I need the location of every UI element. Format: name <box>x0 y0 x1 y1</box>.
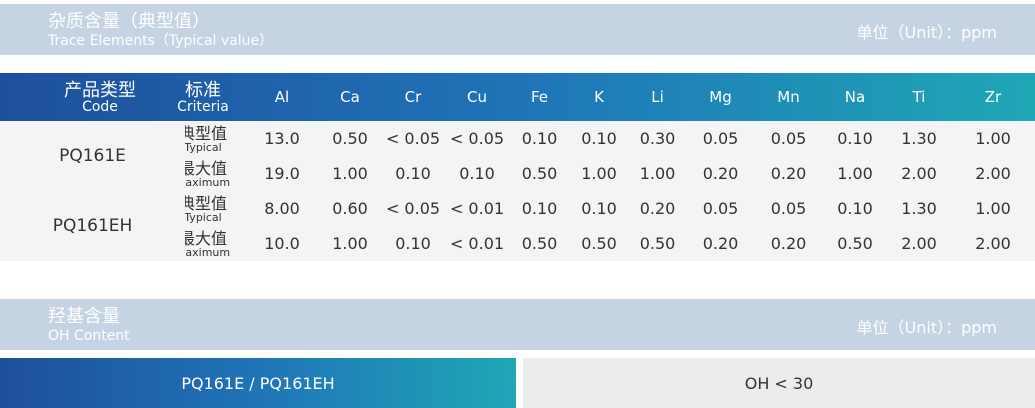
hydroxyl-value: OH < 30 <box>523 358 1035 408</box>
element-header: Cu <box>467 88 487 106</box>
criteria-cell: 最大值 Maximum <box>161 156 245 191</box>
unit: 单位（Unit）：ppm <box>856 318 997 337</box>
value-cell: 0.50 <box>521 164 558 183</box>
criteria-zh: 典型值 <box>178 123 227 143</box>
value-cell: 0.10 <box>459 164 495 183</box>
value-cell: 10.0 <box>264 234 300 253</box>
value-cell: 0.10 <box>581 129 617 148</box>
value-cell: 0.60 <box>332 199 368 218</box>
value-cell: 0.50 <box>837 234 873 253</box>
value-cell: 0.10 <box>395 234 431 253</box>
hydroxyl-product: PQ161E / PQ161EH <box>0 358 516 408</box>
value-cell: 0.10 <box>521 199 558 218</box>
value-cell: 0.05 <box>702 199 739 218</box>
criteria-zh: 最大值 <box>178 158 227 178</box>
element-header: Al <box>274 88 290 106</box>
element-header: Zr <box>984 88 1002 106</box>
header-zh: 标准 <box>185 79 221 101</box>
value-cell: < 0.05 <box>385 199 441 218</box>
subtitle: Trace Elements（Typical value） <box>48 33 274 49</box>
value-cell: 0.50 <box>639 234 676 253</box>
value-cell: 1.00 <box>332 164 368 183</box>
unit: 单位（Unit）：ppm <box>856 23 997 42</box>
header-en: Criteria <box>177 98 229 115</box>
value-cell: 0.10 <box>837 129 873 148</box>
criteria-header: 标准 Criteria <box>161 73 245 121</box>
table-header: 产品类型 Code 标准 Criteria Al Ca Cr Cu Fe K Li Mg Mn Na Ti Z… <box>0 73 1035 121</box>
value-cell: 1.30 <box>901 199 937 218</box>
criteria-en: Maximum <box>175 175 231 189</box>
value-cell: 13.0 <box>264 129 300 148</box>
value-cell: 0.10 <box>837 199 873 218</box>
value-cell: 8.00 <box>264 199 300 218</box>
value-cell: 0.10 <box>395 164 431 183</box>
element-header: Fe <box>530 88 549 106</box>
value-cell: < 0.05 <box>385 129 441 148</box>
criteria-cell: 典型值 Typical <box>161 191 245 226</box>
value-cell: 1.00 <box>837 164 873 183</box>
element-header: Cr <box>404 88 422 106</box>
element-header: K <box>594 88 604 106</box>
value-cell: 2.00 <box>901 164 937 183</box>
value-cell: 0.10 <box>581 199 617 218</box>
value-cell: 2.00 <box>901 234 937 253</box>
impurity-bar: 杂质含量（典型值） Trace Elements（Typical value） … <box>0 4 1035 55</box>
value-cell: 0.05 <box>702 129 739 148</box>
criteria-zh: 典型值 <box>178 193 227 213</box>
value-cell: < 0.05 <box>449 129 505 148</box>
value-cell: 0.50 <box>581 234 617 253</box>
criteria-en: Typical <box>184 140 222 154</box>
product-header: 产品类型 Code <box>30 73 170 121</box>
criteria-cell: 典型值 Typical <box>161 121 245 156</box>
header-en: Code <box>82 98 118 115</box>
value-cell: 2.00 <box>975 164 1011 183</box>
value-cell: 0.50 <box>332 129 368 148</box>
element-header: Ti <box>912 88 926 106</box>
value-cell: 0.20 <box>770 234 807 253</box>
value-cell: 0.20 <box>702 234 739 253</box>
value-cell: 1.00 <box>975 129 1011 148</box>
value-cell: < 0.01 <box>449 199 505 218</box>
value-cell: 0.05 <box>770 199 807 218</box>
title: 杂质含量（典型值） <box>48 11 210 32</box>
value-cell: < 0.01 <box>449 234 505 253</box>
value-cell: 0.10 <box>521 129 558 148</box>
element-header: Mg <box>709 88 732 106</box>
criteria-zh: 最大值 <box>178 228 227 248</box>
value-cell: 1.00 <box>975 199 1011 218</box>
title: 羟基含量 <box>48 306 120 327</box>
element-header: Na <box>844 88 866 106</box>
element-header: Mn <box>777 88 800 106</box>
value-cell: 0.20 <box>770 164 807 183</box>
header-zh: 产品类型 <box>64 79 136 101</box>
value-cell: 19.0 <box>264 164 300 183</box>
subtitle: OH Content <box>48 328 130 344</box>
value-cell: 2.00 <box>975 234 1011 253</box>
criteria-en: Typical <box>184 210 222 224</box>
element-header: Ca <box>340 88 360 106</box>
value-cell: 0.20 <box>702 164 739 183</box>
hydroxyl-bar: 羟基含量 OH Content 单位（Unit）：ppm <box>0 299 1035 350</box>
product-cell: PQ161E <box>0 121 185 191</box>
value-cell: 1.00 <box>639 164 676 183</box>
product-cell: PQ161EH <box>0 191 185 261</box>
value-cell: 1.30 <box>901 129 937 148</box>
value-cell: 0.50 <box>521 234 558 253</box>
value-cell: 1.00 <box>581 164 617 183</box>
value-cell: 1.00 <box>332 234 368 253</box>
criteria-cell: 最大值 Maximum <box>161 226 245 261</box>
value-cell: 0.30 <box>639 129 676 148</box>
value-cell: 0.05 <box>770 129 807 148</box>
criteria-en: Maximum <box>175 245 231 259</box>
value-cell: 0.20 <box>639 199 676 218</box>
element-header: Li <box>651 88 664 106</box>
